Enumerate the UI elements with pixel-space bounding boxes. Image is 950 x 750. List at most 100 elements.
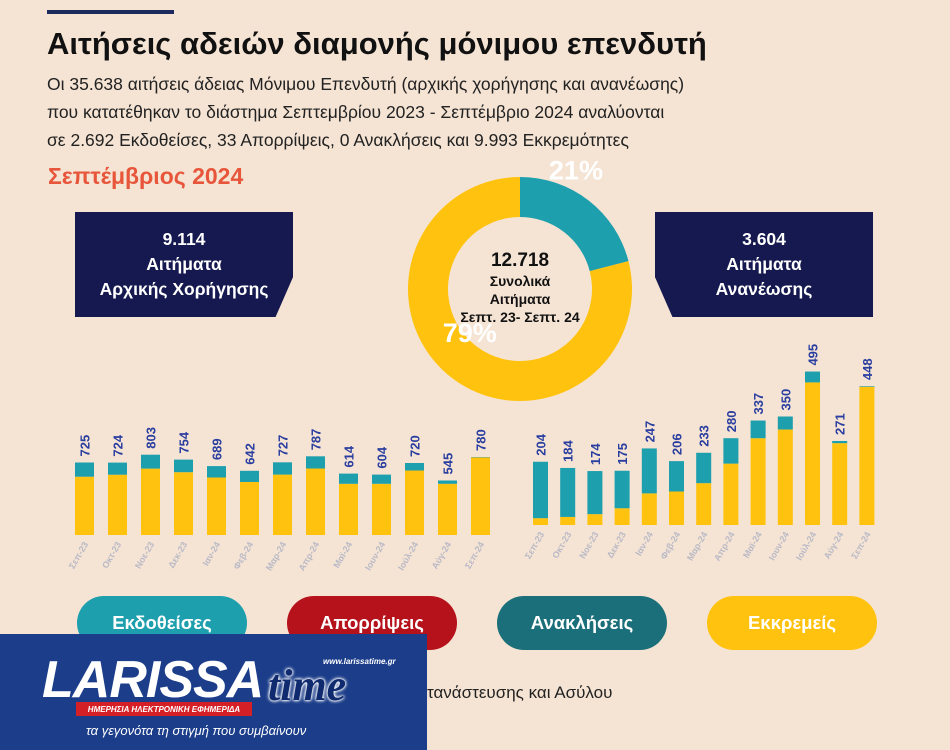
renewal-total-label-1: 184 xyxy=(561,440,576,462)
renewal-line1: Αιτήματα xyxy=(726,254,802,274)
renewal-bar-issued-4 xyxy=(641,448,657,494)
initial-bar-pending-5 xyxy=(240,482,259,535)
renewal-bar-issued-10 xyxy=(805,371,820,383)
donut-chart: 21% 79% xyxy=(408,155,633,401)
initial-bar-issued-5 xyxy=(240,470,259,482)
renewal-category-label-11: Αύγ-24 xyxy=(822,530,846,561)
renewal-total-label-8: 337 xyxy=(751,393,766,415)
initial-total-label-0: 725 xyxy=(78,435,93,457)
initial-bar-pending-9 xyxy=(372,483,391,535)
initial-bar-issued-9 xyxy=(372,474,391,484)
renewal-bar-issued-0 xyxy=(533,461,548,519)
renewal-box: 3.604 Αιτήματα Ανανέωσης xyxy=(655,212,873,317)
initial-bar-pending-8 xyxy=(339,483,358,535)
initial-bar-pending-7 xyxy=(306,468,325,535)
renewal-bar-issued-9 xyxy=(777,416,793,430)
initial-grant-line1: Αιτήματα xyxy=(146,254,222,274)
initial-grant-box: 9.114 Αιτήματα Αρχικής Χορήγησης xyxy=(75,212,293,317)
subtitle-line-2: που κατατέθηκαν το διάστημα Σεπτεμβρίου … xyxy=(47,102,665,122)
renewal-bar-issued-1 xyxy=(560,467,576,517)
logo-slogan: τα γεγονότα τη στιγμή που συμβαίνουν xyxy=(86,723,307,738)
renewal-line2: Ανανέωσης xyxy=(715,279,813,299)
logo-url: www.larissatime.gr xyxy=(323,657,396,666)
renewal-total-label-2: 174 xyxy=(588,443,603,465)
initial-bar-issued-10 xyxy=(405,463,424,471)
renewal-bar-pending-6 xyxy=(696,483,712,525)
renewal-category-label-8: Μαϊ-24 xyxy=(741,530,764,560)
renewal-bar-issued-7 xyxy=(723,438,739,464)
initial-category-label-2: Νοε-23 xyxy=(133,540,156,570)
donut-center-text: 12.718 Συνολικά Αιτήματα Σεπτ. 23- Σεπτ.… xyxy=(460,250,579,325)
initial-bar-issued-1 xyxy=(108,462,127,475)
subtitle-line-3: σε 2.692 Εκδοθείσες, 33 Απορρίψεις, 0 Αν… xyxy=(47,130,629,150)
initial-grant-value: 9.114 xyxy=(162,229,206,249)
renewal-category-label-9: Ιουν-24 xyxy=(767,530,791,562)
initial-total-label-1: 724 xyxy=(111,434,126,456)
initial-category-label-6: Μαρ-24 xyxy=(264,540,288,572)
initial-bar-pending-12 xyxy=(471,457,490,535)
renewal-total-label-9: 350 xyxy=(778,389,793,411)
initial-category-label-5: Φεβ-24 xyxy=(231,540,255,571)
renewal-bar-issued-2 xyxy=(587,471,603,515)
renewal-category-label-3: Δεκ-23 xyxy=(605,530,628,560)
renewal-total-label-12: 448 xyxy=(860,358,875,380)
renewal-value: 3.604 xyxy=(742,229,786,249)
renewal-bar-pending-0 xyxy=(533,518,548,525)
top-accent-line xyxy=(47,10,174,14)
renewal-bar-pending-9 xyxy=(777,429,793,525)
initial-category-label-12: Σεπ-24 xyxy=(463,540,486,571)
renewal-bar-pending-7 xyxy=(723,463,739,525)
initial-bar-issued-11 xyxy=(438,480,457,484)
renewal-total-label-4: 247 xyxy=(642,421,657,443)
donut-slice-label-0: 21% xyxy=(549,155,603,185)
renewal-category-label-12: Σεπ-24 xyxy=(849,530,872,561)
renewal-bar-issued-12 xyxy=(859,386,875,387)
initial-category-label-9: Ιουν-24 xyxy=(363,540,387,572)
initial-bar-pending-10 xyxy=(405,470,424,535)
initial-total-label-6: 727 xyxy=(276,435,291,457)
initial-total-label-3: 754 xyxy=(177,431,192,453)
renewal-bar-pending-2 xyxy=(587,514,603,525)
logo-time-word: time xyxy=(268,661,347,710)
initial-bar-pending-11 xyxy=(438,483,457,535)
initial-total-label-2: 803 xyxy=(144,427,159,449)
initial-bar-pending-0 xyxy=(75,476,94,535)
initial-category-label-7: Απρ-24 xyxy=(297,540,322,573)
initial-total-label-9: 604 xyxy=(375,446,390,468)
initial-bar-pending-3 xyxy=(174,472,193,535)
donut-slice-label-1: 79% xyxy=(443,318,497,348)
initial-category-label-11: Αύγ-24 xyxy=(430,540,454,571)
subtitle: Οι 35.638 αιτήσεις άδειας Μόνιμου Επενδυ… xyxy=(47,70,684,154)
renewal-bar-pending-11 xyxy=(832,443,848,525)
initial-total-label-10: 720 xyxy=(408,435,423,457)
initial-bar-pending-2 xyxy=(141,468,160,535)
footer-source-text: τανάστευσης και Ασύλου xyxy=(427,683,613,702)
initial-category-label-8: Μαϊ-24 xyxy=(331,540,354,570)
logo-tagline: ΗΜΕΡΗΣΙΑ ΗΛΕΚΤΡΟΝΙΚΗ ΕΦΗΜΕΡΙΔΑ xyxy=(76,702,252,716)
initial-bar-issued-4 xyxy=(207,466,226,478)
renewal-total-label-6: 233 xyxy=(697,425,712,447)
subtitle-line-1: Οι 35.638 αιτήσεις άδειας Μόνιμου Επενδυ… xyxy=(47,74,685,94)
renewal-bar-pending-5 xyxy=(669,491,684,525)
renewal-total-label-3: 175 xyxy=(615,443,630,465)
donut-slice-0 xyxy=(520,177,629,272)
initial-total-label-4: 689 xyxy=(210,438,225,460)
month-label: Σεπτέμβριος 2024 xyxy=(48,163,244,189)
renewal-bar-pending-4 xyxy=(641,493,657,525)
renewal-bar-pending-12 xyxy=(859,386,875,525)
renewal-total-label-0: 204 xyxy=(534,433,549,455)
renewal-total-label-10: 495 xyxy=(806,344,821,366)
renewal-bar-pending-1 xyxy=(560,516,576,525)
initial-bar-pending-6 xyxy=(273,474,292,535)
legend-pending-button[interactable]: Εκκρεμείς xyxy=(707,596,877,650)
renewal-category-label-0: Σεπ-23 xyxy=(523,530,546,561)
initial-category-label-1: Οκτ-23 xyxy=(100,540,123,570)
renewal-category-label-7: Απρ-24 xyxy=(712,530,737,563)
legend-revoked-button[interactable]: Ανακλήσεις xyxy=(497,596,667,650)
initial-total-label-12: 780 xyxy=(474,429,489,451)
renewal-bar-issued-8 xyxy=(750,420,766,439)
initial-category-label-10: Ιούλ-24 xyxy=(396,540,420,572)
initial-bar-issued-0 xyxy=(75,462,94,477)
initial-bar-issued-8 xyxy=(339,473,358,484)
initial-grant-bar-chart: 725 Σεπ-23 724 Οκτ-23 803 Νοε-23 754 Δεκ-23 689 Ι… xyxy=(67,427,490,573)
